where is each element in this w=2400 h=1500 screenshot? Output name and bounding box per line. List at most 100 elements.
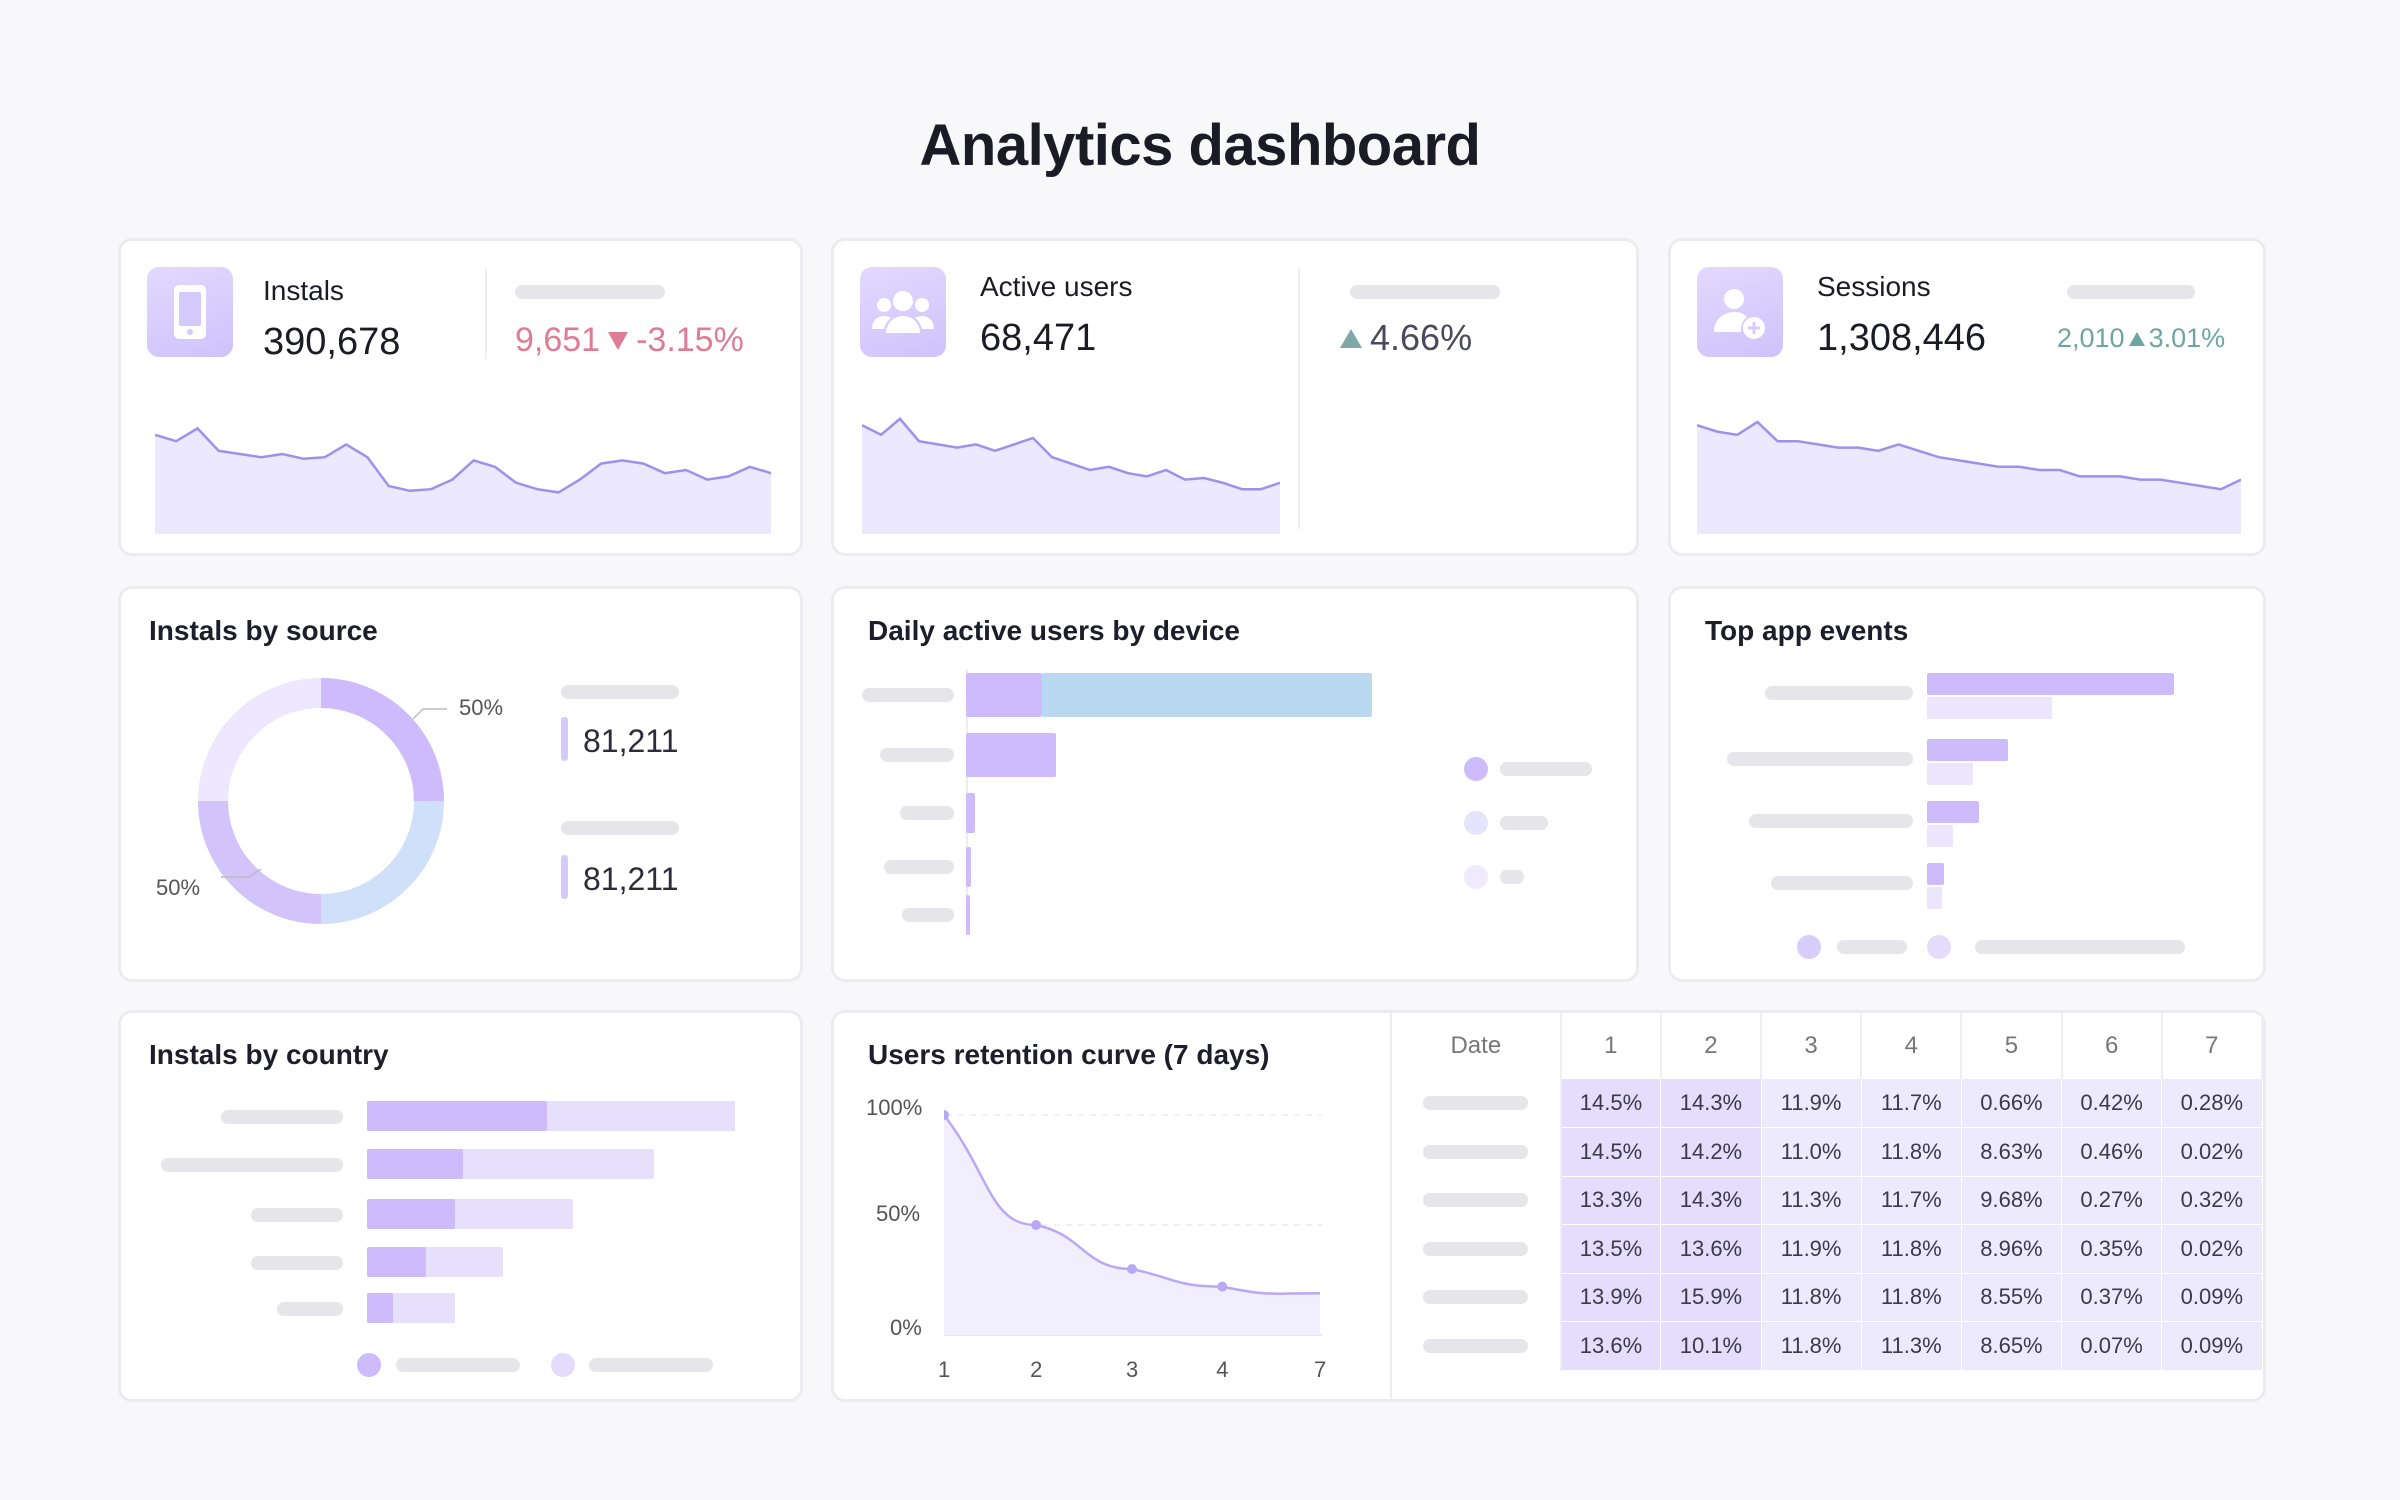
bar-secondary	[1927, 763, 1974, 785]
bar-primary	[966, 733, 1056, 777]
row-label-placeholder	[884, 860, 954, 874]
table-cell: 11.8%	[1761, 1321, 1862, 1371]
sparkline-line	[862, 417, 1280, 491]
bar-secondary	[1927, 887, 1942, 909]
donut-slice-b	[320, 800, 444, 924]
table-cell: 14.3%	[1660, 1176, 1762, 1225]
kpi-delta: 2,010 3.01%	[2057, 323, 2225, 354]
table-row[interactable]: 13.9% 15.9% 11.8% 11.8% 8.55% 0.37% 0.09%	[1392, 1273, 2263, 1322]
installs-by-source-card[interactable]: Instals by source 50% 50% 81,211 81,211	[118, 586, 803, 982]
table-cell: 0.28%	[2161, 1079, 2263, 1128]
column-header-day[interactable]: 1	[1560, 1013, 1662, 1079]
delta-percent: 3.01%	[2148, 323, 2226, 353]
retention-curve-chart	[944, 1110, 1322, 1336]
installs-by-country-card[interactable]: Instals by country	[118, 1010, 803, 1402]
legend-dot	[1464, 757, 1488, 781]
placeholder-text	[1500, 762, 1592, 776]
y-tick: 0%	[890, 1315, 922, 1340]
table-cell: 0.02%	[2161, 1224, 2263, 1274]
label-leader-bottom	[221, 869, 262, 878]
column-header-day[interactable]: 3	[1761, 1013, 1863, 1079]
table-cell: 11.9%	[1761, 1224, 1862, 1274]
row-date-placeholder	[1392, 1224, 1562, 1273]
delta-percent: -3.15%	[636, 321, 744, 359]
table-row[interactable]: 13.3% 14.3% 11.3% 11.7% 9.68% 0.27% 0.32%	[1392, 1176, 2263, 1225]
legend-dot	[551, 1353, 575, 1377]
table-cell: 0.02%	[2161, 1127, 2263, 1177]
column-header-day[interactable]: 7	[2161, 1013, 2263, 1079]
column-header-day[interactable]: 5	[1961, 1013, 2063, 1079]
row-label-placeholder	[902, 908, 954, 922]
row-date-placeholder	[1392, 1321, 1562, 1370]
sparkline-active-users	[862, 417, 1280, 534]
card-title: Instals by source	[149, 615, 378, 646]
retention-table: Date 1 2 3 4 5 6 7 14.5% 14.3% 11.9% 11.7% 0.66% 0.4…	[1392, 1013, 2263, 1371]
sparkline-area	[155, 428, 771, 534]
kpi-card-sessions[interactable]: Sessions 1,308,446 2,010 3.01%	[1668, 238, 2266, 556]
retention-point	[944, 1110, 949, 1120]
sparkline-area	[862, 418, 1280, 534]
table-cell: 11.3%	[1761, 1176, 1862, 1225]
table-cell: 0.66%	[1961, 1079, 2063, 1128]
bar-primary	[367, 1293, 393, 1323]
table-cell: 11.8%	[1861, 1273, 1962, 1322]
label-leader-top	[412, 708, 447, 720]
bar-primary	[367, 1101, 548, 1131]
bar-primary	[367, 1247, 426, 1277]
row-date-placeholder	[1392, 1079, 1562, 1128]
row-date-placeholder	[1392, 1127, 1562, 1176]
sparkline-installs	[155, 426, 771, 534]
kpi-card-installs[interactable]: Instals 390,678 9,651 -3.15%	[118, 238, 803, 556]
table-cell: 0.09%	[2161, 1273, 2263, 1322]
table-cell: 8.63%	[1961, 1127, 2063, 1177]
user-add-icon	[1697, 267, 1783, 357]
sparkline-line	[155, 426, 771, 494]
row-date-placeholder	[1392, 1273, 1562, 1322]
placeholder-text	[2067, 285, 2195, 299]
bar-secondary	[1927, 825, 1954, 847]
column-header-day[interactable]: 4	[1861, 1013, 1963, 1079]
delta-percent: 4.66%	[1370, 317, 1473, 358]
column-header-day[interactable]: 2	[1660, 1013, 1763, 1079]
divider	[1390, 1013, 1392, 1399]
kpi-card-active-users[interactable]: Active users 68,471 4.66%	[831, 238, 1639, 556]
dau-by-device-card[interactable]: Daily active users by device	[831, 586, 1639, 982]
row-label-placeholder	[221, 1110, 343, 1124]
table-row[interactable]: 14.5% 14.3% 11.9% 11.7% 0.66% 0.42% 0.28%	[1392, 1079, 2263, 1128]
table-cell: 0.46%	[2061, 1127, 2163, 1177]
column-header-date[interactable]: Date	[1392, 1013, 1562, 1079]
table-cell: 8.96%	[1961, 1224, 2063, 1274]
bar-primary	[367, 1199, 456, 1229]
row-label-placeholder	[251, 1256, 343, 1270]
placeholder-text	[561, 685, 679, 699]
bar-primary	[966, 847, 971, 887]
top-app-events-card[interactable]: Top app events	[1668, 586, 2266, 982]
kpi-delta: 9,651 -3.15%	[515, 321, 744, 360]
sparkline-area	[1697, 422, 2241, 534]
bar-primary	[1927, 801, 1980, 823]
placeholder-text	[1837, 940, 1907, 954]
table-row[interactable]: 13.6% 10.1% 11.8% 11.3% 8.65% 0.07% 0.09%	[1392, 1321, 2263, 1371]
row-label-placeholder	[251, 1208, 343, 1222]
x-tick: 3	[1126, 1357, 1139, 1382]
delta-absolute: 2,010	[2057, 323, 2125, 353]
bar-primary	[367, 1149, 463, 1179]
kpi-value: 1,308,446	[1817, 317, 1987, 359]
phone-icon	[147, 267, 233, 357]
table-row[interactable]: 13.5% 13.6% 11.9% 11.8% 8.96% 0.35% 0.02%	[1392, 1224, 2263, 1274]
table-cell: 13.6%	[1660, 1224, 1762, 1274]
retention-area	[944, 1115, 1320, 1335]
table-cell: 11.9%	[1761, 1079, 1862, 1128]
kpi-label: Active users	[980, 271, 1133, 302]
table-row[interactable]: 14.5% 14.2% 11.0% 11.8% 8.63% 0.46% 0.02%	[1392, 1127, 2263, 1177]
table-cell: 13.9%	[1560, 1273, 1662, 1322]
donut-slice-a	[320, 678, 444, 802]
page-title: Analytics dashboard	[919, 113, 1481, 178]
column-header-day[interactable]: 6	[2061, 1013, 2163, 1079]
retention-card[interactable]: Users retention curve (7 days) 100% 50% …	[831, 1010, 2266, 1402]
bar-primary	[1927, 863, 1945, 885]
table-cell: 11.8%	[1861, 1127, 1962, 1177]
sparkline-line	[1697, 420, 2241, 491]
table-cell: 8.65%	[1961, 1321, 2063, 1371]
placeholder-text	[589, 1358, 713, 1372]
